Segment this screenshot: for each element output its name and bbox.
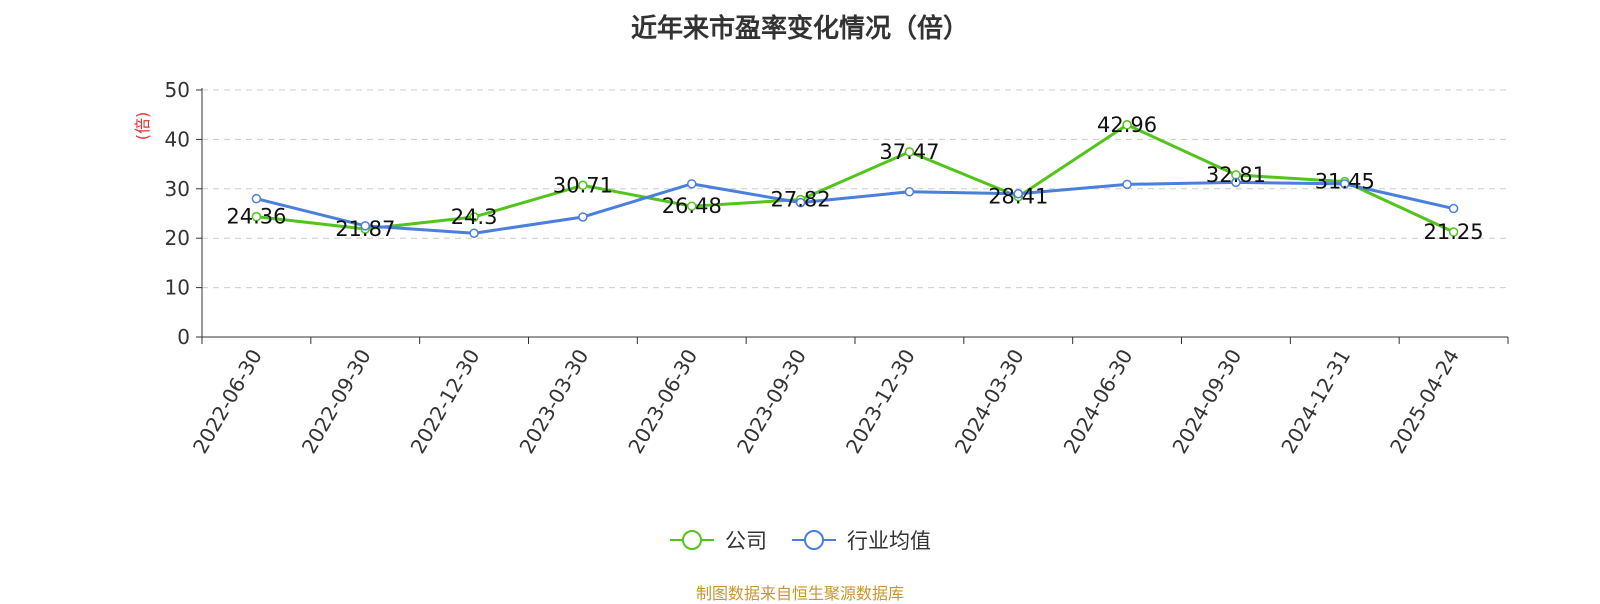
y-tick-label: 30 bbox=[165, 177, 190, 201]
grid-layer bbox=[202, 89, 1508, 289]
data-point-industry bbox=[1122, 179, 1132, 190]
data-label: 28.41 bbox=[988, 185, 1048, 209]
legend-item-industry[interactable]: 行业均值 bbox=[791, 525, 931, 555]
data-label: 32.81 bbox=[1206, 163, 1266, 187]
data-point-company bbox=[1448, 227, 1459, 237]
data-label: 42.96 bbox=[1097, 113, 1157, 137]
y-tick-label: 0 bbox=[177, 325, 190, 349]
data-label: 21.87 bbox=[335, 217, 395, 241]
data-point-industry bbox=[687, 179, 697, 189]
data-point-industry bbox=[251, 193, 262, 204]
data-label: 24.36 bbox=[226, 205, 286, 229]
data-label: 21.25 bbox=[1424, 220, 1484, 244]
x-tick-label: 2023-03-30 bbox=[514, 345, 593, 458]
legend: 公司 行业均值 bbox=[0, 525, 1600, 555]
x-tick-label: 2025-04-24 bbox=[1385, 345, 1464, 458]
x-tick-label: 2022-06-30 bbox=[188, 345, 267, 458]
x-tick-label: 2023-06-30 bbox=[623, 345, 702, 458]
data-point-industry bbox=[1448, 203, 1459, 214]
series-layer bbox=[251, 120, 1459, 239]
data-point-company bbox=[687, 201, 697, 211]
data-label: 27.82 bbox=[771, 188, 831, 212]
y-axis-label: (倍) bbox=[133, 112, 152, 141]
chart-title: 近年来市盈率变化情况（倍） bbox=[630, 14, 969, 44]
x-tick-label: 2023-09-30 bbox=[732, 345, 811, 458]
legend-line-company-icon bbox=[670, 530, 714, 550]
data-point-industry bbox=[904, 187, 915, 197]
data-label: 30.71 bbox=[553, 173, 613, 197]
data-point-industry bbox=[1231, 177, 1241, 188]
x-tick-label: 2024-12-31 bbox=[1276, 345, 1355, 458]
data-point-industry bbox=[1013, 188, 1023, 199]
y-tick-label: 50 bbox=[165, 78, 190, 102]
data-point-company bbox=[578, 180, 588, 191]
data-point-industry bbox=[795, 197, 806, 208]
data-label: 31.45 bbox=[1315, 170, 1375, 194]
data-point-company bbox=[904, 147, 915, 157]
axis-layer: 0 10 20 30 40 50 2022-06-30 2022-09-30 2022-12-3… bbox=[165, 78, 1509, 458]
data-label: 26.48 bbox=[662, 194, 722, 218]
data-point-company bbox=[251, 211, 262, 222]
x-tick-label: 2022-12-30 bbox=[406, 345, 485, 458]
y-tick-label: 10 bbox=[165, 276, 190, 300]
y-tick-label: 20 bbox=[165, 226, 190, 250]
data-point-industry bbox=[1340, 179, 1350, 189]
data-label: 37.47 bbox=[879, 140, 939, 164]
x-tick-label: 2022-09-30 bbox=[297, 345, 376, 458]
data-point-industry bbox=[578, 212, 588, 222]
legend-item-company[interactable]: 公司 bbox=[669, 525, 767, 555]
data-label-layer: 24.36 21.87 24.3 30.71 26.48 27.82 37.47 28.41 4… bbox=[226, 113, 1483, 244]
data-point-industry bbox=[469, 228, 479, 239]
legend-label-company: 公司 bbox=[725, 529, 767, 553]
x-tick-label: 2024-03-30 bbox=[950, 345, 1029, 458]
data-point-industry bbox=[360, 221, 370, 231]
data-point-company bbox=[469, 212, 479, 222]
legend-label-industry: 行业均值 bbox=[847, 529, 931, 553]
series-line-industry bbox=[256, 180, 1454, 235]
data-label: 24.3 bbox=[451, 205, 498, 229]
series-line-company bbox=[256, 123, 1455, 234]
source-note: 制图数据来自恒生聚源数据库 bbox=[695, 584, 904, 603]
x-tick-label: 2024-09-30 bbox=[1167, 345, 1246, 458]
x-tick-label: 2023-12-30 bbox=[841, 345, 920, 458]
legend-line-industry-icon bbox=[792, 530, 836, 550]
data-point-company bbox=[1122, 120, 1132, 130]
x-tick-label: 2024-06-30 bbox=[1059, 345, 1138, 458]
y-tick-label: 40 bbox=[165, 127, 190, 151]
